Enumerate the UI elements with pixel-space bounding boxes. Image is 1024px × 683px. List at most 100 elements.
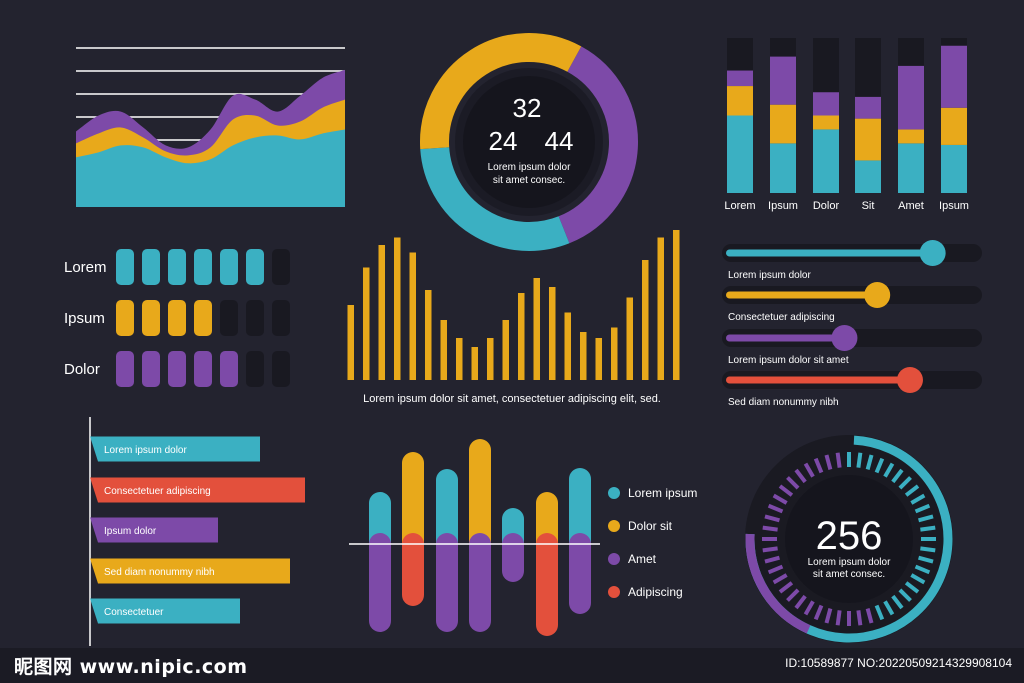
slider-fill	[726, 249, 933, 257]
pill-filled	[116, 300, 134, 336]
gauge-tick	[824, 608, 833, 624]
gauge-tick	[762, 546, 778, 553]
gauge-tick	[794, 468, 807, 484]
wave-bar	[595, 338, 603, 380]
hbar-purple	[90, 517, 218, 543]
slider-fill	[726, 334, 845, 342]
gauge-tick	[767, 564, 784, 575]
gauge-tick	[786, 588, 800, 602]
column-segment-purple	[727, 70, 753, 87]
gauge-caption-2: sit amet consec.	[813, 569, 885, 580]
slider-knob	[919, 240, 946, 266]
column-segment-purple	[770, 56, 796, 105]
diverge-bar-down	[469, 533, 491, 632]
donut-center-inner	[463, 76, 595, 208]
pill-empty	[220, 300, 238, 336]
pill-filled	[194, 249, 212, 285]
pill-row-label: Ipsum	[64, 310, 105, 327]
wave-bar	[455, 338, 463, 380]
gauge-tick	[835, 610, 842, 626]
stacked-column-chart: Lorem Ipsum Dolor Sit Amet Ipsum	[724, 38, 969, 212]
gauge-tick	[904, 581, 920, 594]
column-segment-yellow	[941, 107, 967, 145]
legend-label: Adipiscing	[628, 585, 683, 599]
column-segment-yellow	[813, 115, 839, 130]
gauge-tick	[920, 525, 936, 532]
gauge-tick	[865, 454, 874, 470]
donut-slice-yellow	[420, 33, 582, 150]
diverge-bar-up	[436, 469, 458, 555]
gauge-tick	[813, 457, 824, 474]
hbar-teal	[90, 598, 240, 624]
stacked-area-chart	[76, 47, 345, 207]
area-series-teal	[76, 129, 345, 207]
gauge-tick	[874, 604, 885, 621]
diverge-bar-up	[469, 439, 491, 555]
horizontal-bar-chart: Lorem ipsum dolor Consectetuer adipiscing…	[89, 417, 305, 646]
gauge-tick	[910, 493, 926, 505]
legend-label: Lorem ipsum	[628, 486, 697, 500]
pill-filled	[220, 249, 238, 285]
gauge-tick	[762, 525, 778, 532]
column-segment-yellow	[855, 118, 881, 161]
donut-caption-2: sit amet consec.	[493, 175, 565, 186]
hbar-orange	[90, 477, 305, 503]
column-label: Dolor	[813, 200, 840, 212]
diverge-bar-down	[569, 533, 591, 614]
column-segment-teal	[770, 143, 796, 193]
donut-slice-purple	[558, 46, 638, 244]
watermark-site: 昵图网 www.nipic.com	[14, 656, 248, 678]
gauge-center	[785, 475, 913, 603]
slider-fill	[726, 376, 910, 384]
pill-empty	[272, 249, 290, 285]
pill-grid-chart: Lorem Ipsum Dolor	[64, 249, 290, 387]
diverge-bar-down	[436, 533, 458, 632]
gauge-tick	[918, 514, 934, 523]
column-label: Amet	[898, 200, 924, 212]
diverge-bar-down	[369, 533, 391, 632]
gauge-caption-1: Lorem ipsum dolor	[808, 557, 891, 568]
gauge-tick	[918, 555, 934, 564]
wave-bar-chart: Lorem ipsum dolor sit amet, consectetuer…	[347, 230, 680, 405]
column-segment-yellow	[898, 129, 924, 144]
diverge-bar-down	[402, 533, 424, 606]
gauge-tick	[898, 588, 912, 602]
slider-knob	[831, 325, 858, 351]
wave-bar	[610, 327, 618, 380]
legend-dot	[608, 487, 620, 499]
gauge-tick	[856, 610, 863, 626]
gauge-tick	[910, 573, 926, 585]
legend-label: Dolor sit	[628, 519, 673, 533]
donut-slice-teal	[420, 146, 570, 251]
pill-filled	[168, 249, 186, 285]
column-label: Lorem	[724, 200, 755, 212]
wave-bar	[641, 260, 649, 380]
gauge-tick	[778, 581, 794, 594]
wave-bar	[393, 237, 401, 380]
column-segment-purple	[898, 65, 924, 130]
donut-value-right: 44	[545, 126, 574, 156]
hbar-label: Lorem ipsum dolor	[104, 445, 187, 456]
wave-bar	[657, 237, 665, 380]
gauge-tick	[874, 457, 885, 474]
gauge-tick	[767, 503, 784, 514]
slider-label: Consectetuer adipiscing	[728, 312, 835, 323]
slider-label: Sed diam nonummy nibh	[728, 397, 839, 408]
hbar-label: Consectetuer adipiscing	[104, 486, 211, 497]
wave-bar	[502, 320, 510, 380]
column-segment-teal	[727, 115, 753, 193]
diverge-bar-up	[569, 468, 591, 555]
gauge-tick	[898, 476, 912, 490]
watermark-id: ID:10589877 NO:20220509214329908104	[785, 656, 1012, 670]
slider-label: Lorem ipsum dolor	[728, 270, 811, 281]
gauge-tick	[764, 514, 780, 523]
wave-bar	[347, 305, 355, 380]
gauge-tick	[904, 484, 920, 497]
pill-filled	[246, 249, 264, 285]
gauge-tick	[824, 454, 833, 470]
pill-filled	[220, 351, 238, 387]
column-segment-purple	[941, 45, 967, 108]
gauge-tick	[772, 573, 788, 585]
